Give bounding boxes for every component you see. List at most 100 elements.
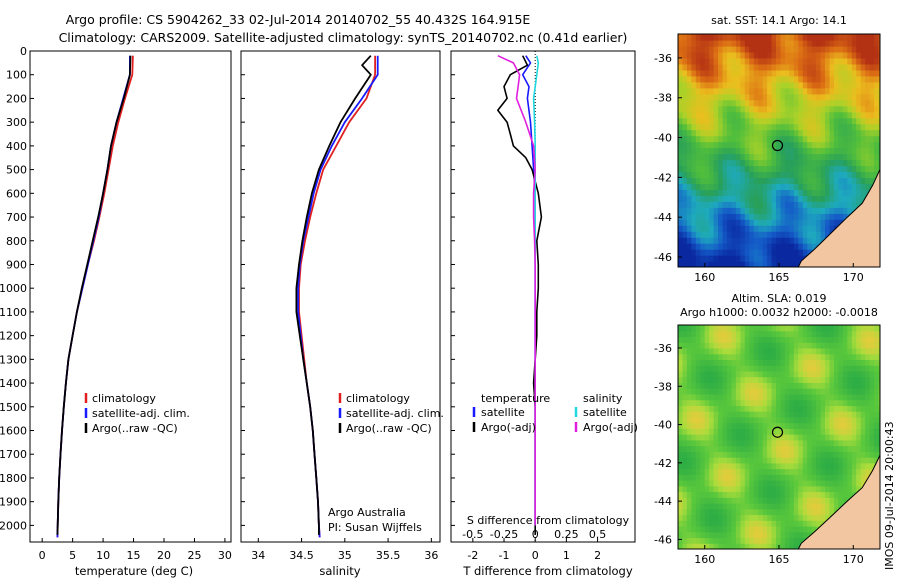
map-cell [722,393,728,401]
map-cell [838,405,844,412]
map-cell [851,468,857,475]
map-cell [749,531,755,539]
map-cell [860,474,866,481]
map-cell [735,520,741,527]
map-cell [758,526,764,533]
map-cell [776,177,782,184]
map-cell [722,159,728,167]
map-cell [838,353,844,360]
map-cell [682,201,688,208]
map-cell [784,382,790,389]
map-cell [731,365,737,372]
map-cell [678,342,684,349]
map-cell [771,117,777,125]
map-cell [704,255,710,262]
map-cell [860,171,866,178]
map-cell [718,531,724,539]
sst-land [797,169,880,267]
map-cell [847,393,853,401]
map-cell [856,51,862,59]
map-cell [776,69,782,77]
map-cell [744,34,750,41]
map-cell [735,342,741,349]
map-cell [798,348,804,355]
map-cell [718,237,724,244]
map-cell [842,105,848,113]
map-cell [744,520,750,527]
map-cell [691,342,697,349]
map-cell [793,434,799,441]
map-cell [727,207,733,214]
map-cell [838,422,844,429]
map-cell [829,201,835,208]
map-cell [860,105,866,113]
map-cell [793,537,799,544]
map-cell [686,370,692,378]
map-cell [704,183,710,190]
map-cell [811,348,817,355]
map-cell [776,399,782,406]
map-cell [709,514,715,521]
map-cell [713,520,719,527]
map-cell [709,45,715,53]
map-cell [784,526,790,533]
map-cell [816,153,822,161]
map-cell [829,405,835,412]
map-cell [834,111,840,119]
map-cell [793,336,799,343]
map-cell [820,451,826,458]
map-cell [767,462,773,470]
map-cell [686,439,692,447]
map-cell [780,171,786,178]
map-cell [856,451,862,458]
map-cell [798,462,804,470]
map-cell [874,129,880,137]
map-cell [842,111,848,119]
legend-label: climatology [92,392,156,405]
map-cell [820,457,826,464]
map-cell [727,183,733,190]
map-cell [842,462,848,470]
sst-map-axes: 160 165 170-36-38-40-42-44-46 [654,52,864,284]
map-cell [722,195,728,202]
map-cell [811,117,817,125]
map-cell [789,370,795,378]
map-cell [704,159,710,167]
map-cell [753,388,759,395]
map-cell [700,207,706,214]
map-cell [753,520,759,527]
map-cell [731,165,737,172]
map-cell [749,503,755,510]
map-cell [758,376,764,383]
map-cell [771,165,777,172]
map-cell [704,325,710,332]
map-cell [767,117,773,125]
map-cell [767,51,773,59]
map-cell [758,189,764,196]
map-cell [776,237,782,244]
map-cell [704,75,710,83]
map-cell [731,428,737,435]
map-cell [856,353,862,360]
map-cell [784,111,790,119]
map-cell [807,457,813,464]
map-cell [798,336,804,343]
map-cell [762,451,768,458]
map-cell [834,428,840,435]
map-cell [718,57,724,65]
map-cell [789,428,795,435]
depth-tick-label: 200 [6,92,27,105]
map-cell [744,45,750,53]
map-cell [847,462,853,470]
map-cell [780,153,786,161]
map-cell [811,243,817,250]
map-cell [874,353,880,360]
map-cell [722,526,728,533]
map-cell [802,336,808,343]
map-cell [793,428,799,435]
map-cell [758,353,764,360]
map-cell [789,63,795,71]
map-cell [704,474,710,481]
map-cell [709,40,715,47]
map-cell [869,376,875,383]
